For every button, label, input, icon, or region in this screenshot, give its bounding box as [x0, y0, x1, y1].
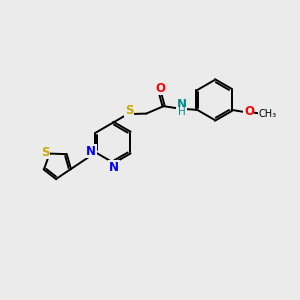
Text: O: O [155, 82, 165, 94]
Text: O: O [244, 105, 254, 118]
Text: N: N [109, 161, 119, 174]
Text: H: H [178, 107, 186, 117]
Text: CH₃: CH₃ [258, 109, 277, 118]
Text: S: S [125, 104, 133, 117]
Text: S: S [41, 146, 50, 159]
Text: N: N [177, 98, 187, 111]
Text: N: N [86, 145, 96, 158]
